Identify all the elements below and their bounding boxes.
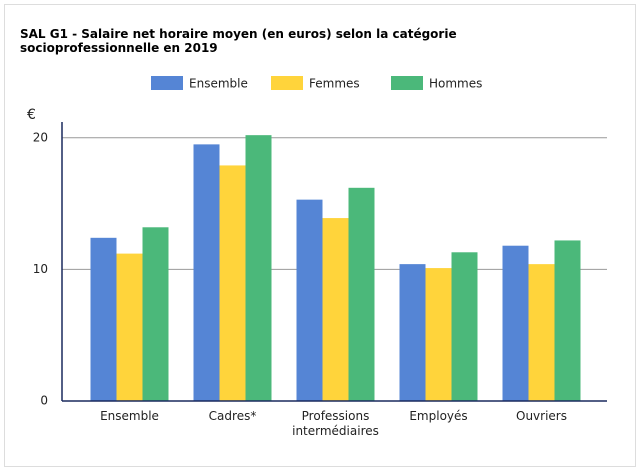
chart-title: SAL G1 - Salaire net horaire moyen (en e… <box>20 27 457 55</box>
x-tick-label: Cadres* <box>208 409 257 423</box>
card <box>4 4 636 467</box>
x-tick-label: Ensemble <box>100 409 159 423</box>
x-tick-label: Ouvriers <box>516 409 567 423</box>
y-tick-label: 0 <box>40 394 48 408</box>
bar <box>193 144 220 402</box>
bar <box>90 237 117 401</box>
legend-label: Ensemble <box>189 77 248 91</box>
bar <box>245 135 272 401</box>
bar <box>451 252 478 401</box>
bar <box>348 187 375 401</box>
bar <box>219 165 246 401</box>
bar <box>399 264 426 401</box>
legend-swatch <box>271 76 303 90</box>
bar <box>116 253 143 401</box>
x-tick-label: Professions intermédiaires <box>292 409 379 438</box>
bar <box>142 227 169 401</box>
legend-label: Femmes <box>309 77 360 91</box>
bar <box>554 240 581 401</box>
y-tick-label: 20 <box>33 130 48 144</box>
legend-label: Hommes <box>429 77 482 91</box>
bar <box>322 218 349 401</box>
legend-swatch <box>151 76 183 90</box>
bar <box>425 268 452 401</box>
legend-swatch <box>391 76 423 90</box>
y-axis-label: € <box>27 107 36 123</box>
bar <box>528 264 555 401</box>
bar <box>502 245 529 401</box>
bar <box>296 199 323 401</box>
x-tick-label: Employés <box>409 409 468 423</box>
y-tick-label: 10 <box>33 262 48 276</box>
